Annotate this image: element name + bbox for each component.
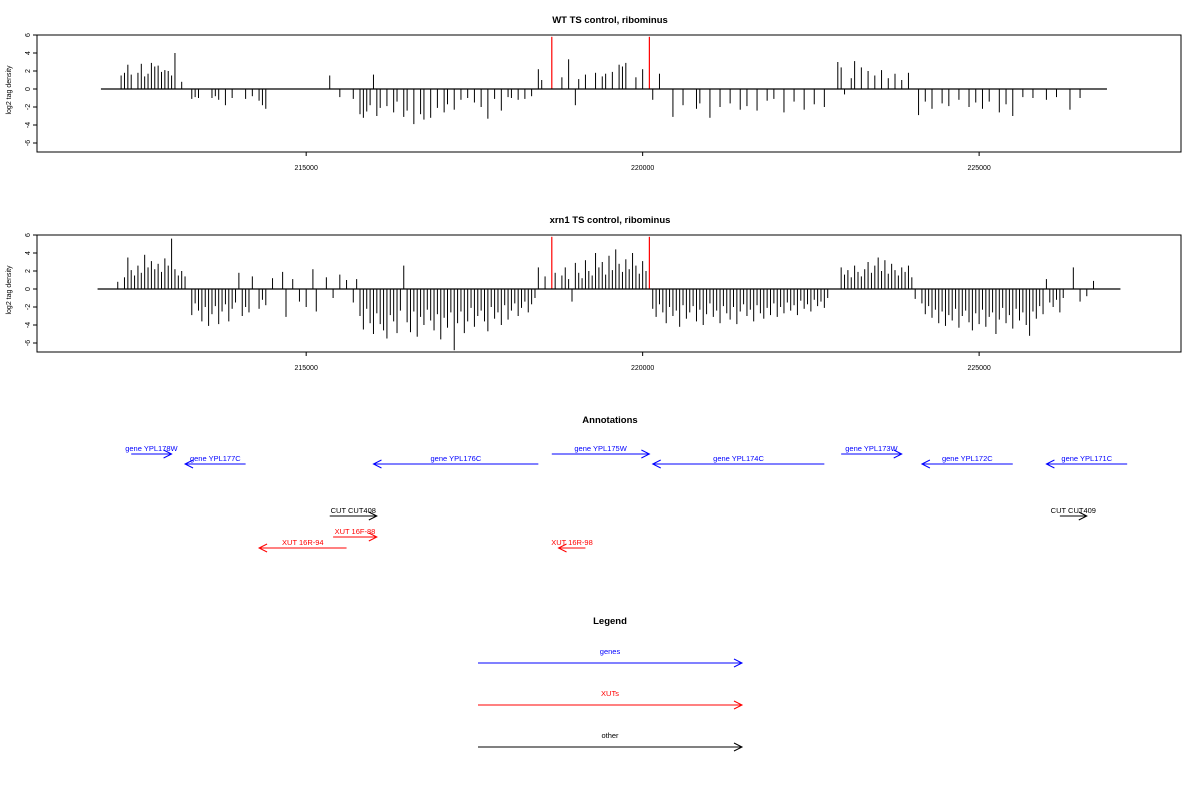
feature-arrow	[1059, 511, 1088, 521]
arrow-head	[1078, 511, 1088, 521]
legend-label: XUTs	[601, 689, 619, 698]
feature-arrow	[557, 543, 586, 553]
panel-xrn1-y-axis: 6 4 2 0 -2 -4 -6	[25, 233, 37, 346]
x-tick-label: 225000	[967, 365, 990, 372]
y-tick-label: -6	[25, 140, 32, 146]
panel-wt-y-axis: 6 4 2 0 -2 -4 -6	[25, 33, 37, 146]
legend-arrow	[478, 742, 744, 752]
panel-wt-x-axis: 215000 220000 225000	[294, 152, 991, 172]
feature-label: XUT 16R-98	[551, 538, 593, 547]
y-tick-label: -4	[25, 322, 32, 328]
feature-arrow	[257, 543, 347, 553]
y-tick-label: 6	[25, 233, 32, 237]
y-tick-label: 2	[25, 69, 32, 73]
feature-label: XUT 16F-88	[335, 527, 376, 536]
feature-label: gene YPL175W	[574, 444, 627, 453]
x-tick-label: 220000	[631, 365, 654, 372]
x-tick-label: 225000	[967, 165, 990, 172]
panel-wt-title: WT TS control, ribominus	[552, 15, 668, 26]
feature-arrow	[333, 532, 378, 542]
annotation-features: gene YPL178W gene YPL177C gene YPL176C gene…	[125, 444, 1128, 553]
arrow-head	[368, 532, 378, 542]
feature-label: gene YPL177C	[190, 454, 241, 463]
arrow-head	[651, 459, 661, 469]
feature-arrow	[329, 511, 378, 521]
arrow-head	[557, 543, 567, 553]
feature-label: CUT CUT408	[331, 506, 376, 515]
feature-arrow	[841, 449, 903, 459]
y-tick-label: -2	[25, 304, 32, 310]
panel-xrn1-title: xrn1 TS control, ribominus	[550, 215, 671, 226]
x-tick-label: 215000	[294, 365, 317, 372]
panel-xrn1-frame	[36, 234, 1182, 353]
panel-xrn1-x-axis: 215000 220000 225000	[294, 352, 991, 372]
feature-arrow	[920, 459, 1013, 469]
feature-label: gene YPL171C	[1061, 454, 1112, 463]
panel-wt-frame	[36, 34, 1182, 153]
panel-wt-bars	[120, 53, 1081, 125]
x-tick-label: 215000	[294, 165, 317, 172]
legend-arrow	[478, 658, 744, 668]
arrow-head	[641, 449, 651, 459]
y-tick-label: 4	[25, 251, 32, 255]
panel-xrn1-ylabel: log2 tag density	[6, 265, 13, 315]
feature-label: gene YPL172C	[942, 454, 993, 463]
panel-xrn1-bars	[117, 238, 1095, 351]
panel-xrn1: xrn1 TS control, ribominus log2 tag dens…	[6, 215, 1182, 372]
y-tick-label: -6	[25, 340, 32, 346]
y-tick-label: -2	[25, 104, 32, 110]
legend-items: genes XUTs other	[478, 647, 744, 752]
arrow-head	[257, 543, 268, 553]
feature-label: gene YPL174C	[713, 454, 764, 463]
feature-label: gene YPL178W	[125, 444, 178, 453]
arrow-head	[733, 658, 744, 668]
y-tick-label: 2	[25, 269, 32, 273]
arrow-head	[733, 742, 744, 752]
arrow-head	[920, 459, 931, 469]
arrow-head	[368, 511, 378, 521]
legend-panel: Legend genes XUTs other	[478, 616, 744, 752]
panel-wt-ylabel: log2 tag density	[6, 65, 13, 115]
feature-label: CUT CUT409	[1051, 506, 1096, 515]
arrow-head	[733, 700, 744, 710]
feature-label: gene YPL176C	[431, 454, 482, 463]
legend-title: Legend	[593, 616, 627, 627]
legend-label: genes	[600, 647, 621, 656]
y-tick-label: -4	[25, 122, 32, 128]
legend-arrow	[478, 700, 744, 710]
arrow-head	[183, 459, 194, 469]
y-tick-label: 4	[25, 51, 32, 55]
y-tick-label: 0	[25, 87, 32, 91]
panel-xrn1-highlights	[551, 236, 650, 289]
feature-arrow	[183, 459, 246, 469]
feature-arrow	[1045, 459, 1128, 469]
feature-label: gene YPL173W	[845, 444, 898, 453]
annotations-title: Annotations	[582, 415, 637, 426]
feature-arrow	[551, 449, 651, 459]
arrow-head	[893, 449, 903, 459]
feature-label: XUT 16R-94	[282, 538, 324, 547]
legend-label: other	[601, 731, 619, 740]
arrow-head	[163, 449, 173, 459]
y-tick-label: 6	[25, 33, 32, 37]
panel-wt: WT TS control, ribominus log2 tag densit…	[6, 15, 1182, 172]
panel-wt-highlights	[551, 36, 650, 89]
feature-arrow	[131, 449, 173, 459]
y-tick-label: 0	[25, 287, 32, 291]
feature-arrow	[372, 459, 539, 469]
x-tick-label: 220000	[631, 165, 654, 172]
arrow-head	[1045, 459, 1055, 469]
feature-arrow	[651, 459, 825, 469]
arrow-head	[372, 459, 382, 469]
